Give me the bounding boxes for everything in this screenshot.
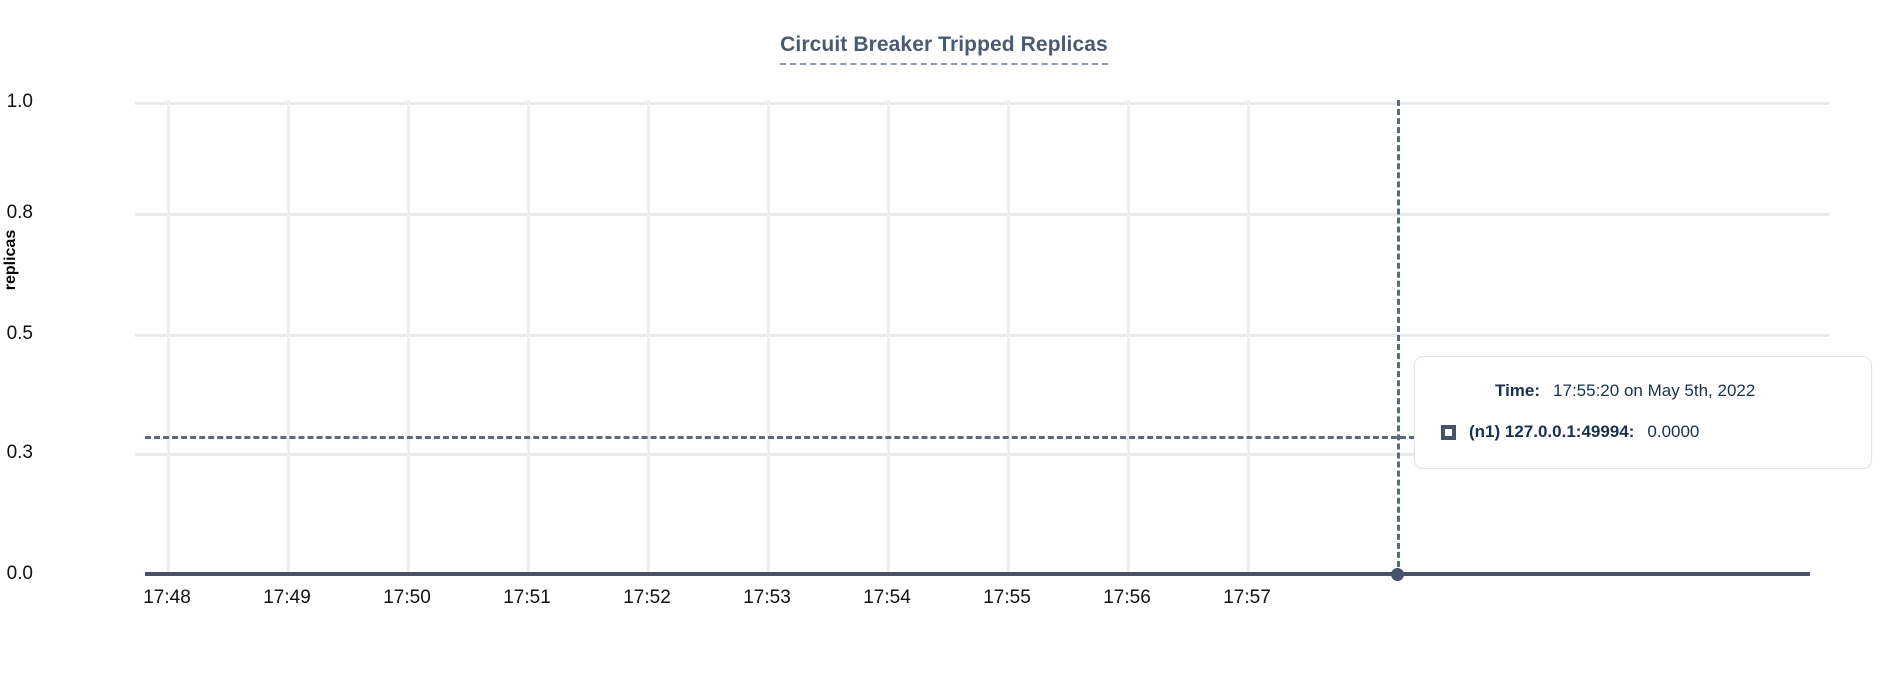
plot-area[interactable]: 1.0 0.8 0.5 0.3 0.0 17:48 17:49 17:50 17… [7, 92, 1829, 608]
gridline-horizontal [135, 213, 1829, 216]
gridline-vertical [887, 100, 890, 576]
tooltip-time-value: 17:55:20 on May 5th, 2022 [1553, 381, 1756, 400]
x-tick-label: 17:50 [383, 587, 431, 608]
x-tick-label: 17:51 [503, 587, 551, 608]
gridline-vertical [1247, 100, 1250, 576]
tooltip-time-row: Time: 17:55:20 on May 5th, 2022 [1441, 379, 1845, 403]
gridline-horizontal [135, 453, 1829, 456]
x-tick-label: 17:54 [863, 587, 911, 608]
tooltip-series-row: (n1) 127.0.0.1:49994: 0.0000 [1441, 420, 1845, 444]
chart-title: Circuit Breaker Tripped Replicas [0, 32, 1888, 65]
gridline-vertical [1007, 100, 1010, 576]
tooltip-time-label: Time: [1495, 381, 1541, 400]
crosshair-vertical[interactable] [1397, 100, 1400, 576]
y-tick-label: 1.0 [6, 91, 33, 112]
x-tick-label: 17:49 [263, 587, 311, 608]
series-line-n1 [145, 572, 1810, 576]
gridline-vertical [287, 100, 290, 576]
y-tick-label: 0.3 [6, 442, 33, 463]
hover-tooltip: Time: 17:55:20 on May 5th, 2022 (n1) 127… [1414, 356, 1872, 469]
x-tick-label: 17:57 [1223, 587, 1271, 608]
gridline-horizontal [135, 334, 1829, 337]
gridline-vertical [767, 100, 770, 576]
gridline-vertical [1127, 100, 1130, 576]
y-tick-label: 0.5 [6, 323, 33, 344]
x-tick-label: 17:53 [743, 587, 791, 608]
x-tick-label: 17:52 [623, 587, 671, 608]
data-point-marker[interactable] [1390, 567, 1404, 581]
x-tick-label: 17:55 [983, 587, 1031, 608]
y-tick-label: 0.8 [6, 202, 33, 223]
x-tick-label: 17:48 [143, 587, 191, 608]
gridline-horizontal [135, 102, 1829, 105]
legend-square-icon [1441, 424, 1456, 440]
chart-title-text: Circuit Breaker Tripped Replicas [780, 33, 1108, 65]
crosshair-horizontal [145, 436, 1415, 439]
gridline-vertical [167, 100, 170, 576]
y-tick-label: 0.0 [6, 563, 33, 584]
gridline-vertical [647, 100, 650, 576]
x-tick-label: 17:56 [1103, 587, 1151, 608]
tooltip-series-value: 0.0000 [1647, 422, 1700, 441]
tooltip-series-label: (n1) 127.0.0.1:49994: [1469, 422, 1635, 441]
gridline-vertical [527, 100, 530, 576]
gridline-vertical [407, 100, 410, 576]
